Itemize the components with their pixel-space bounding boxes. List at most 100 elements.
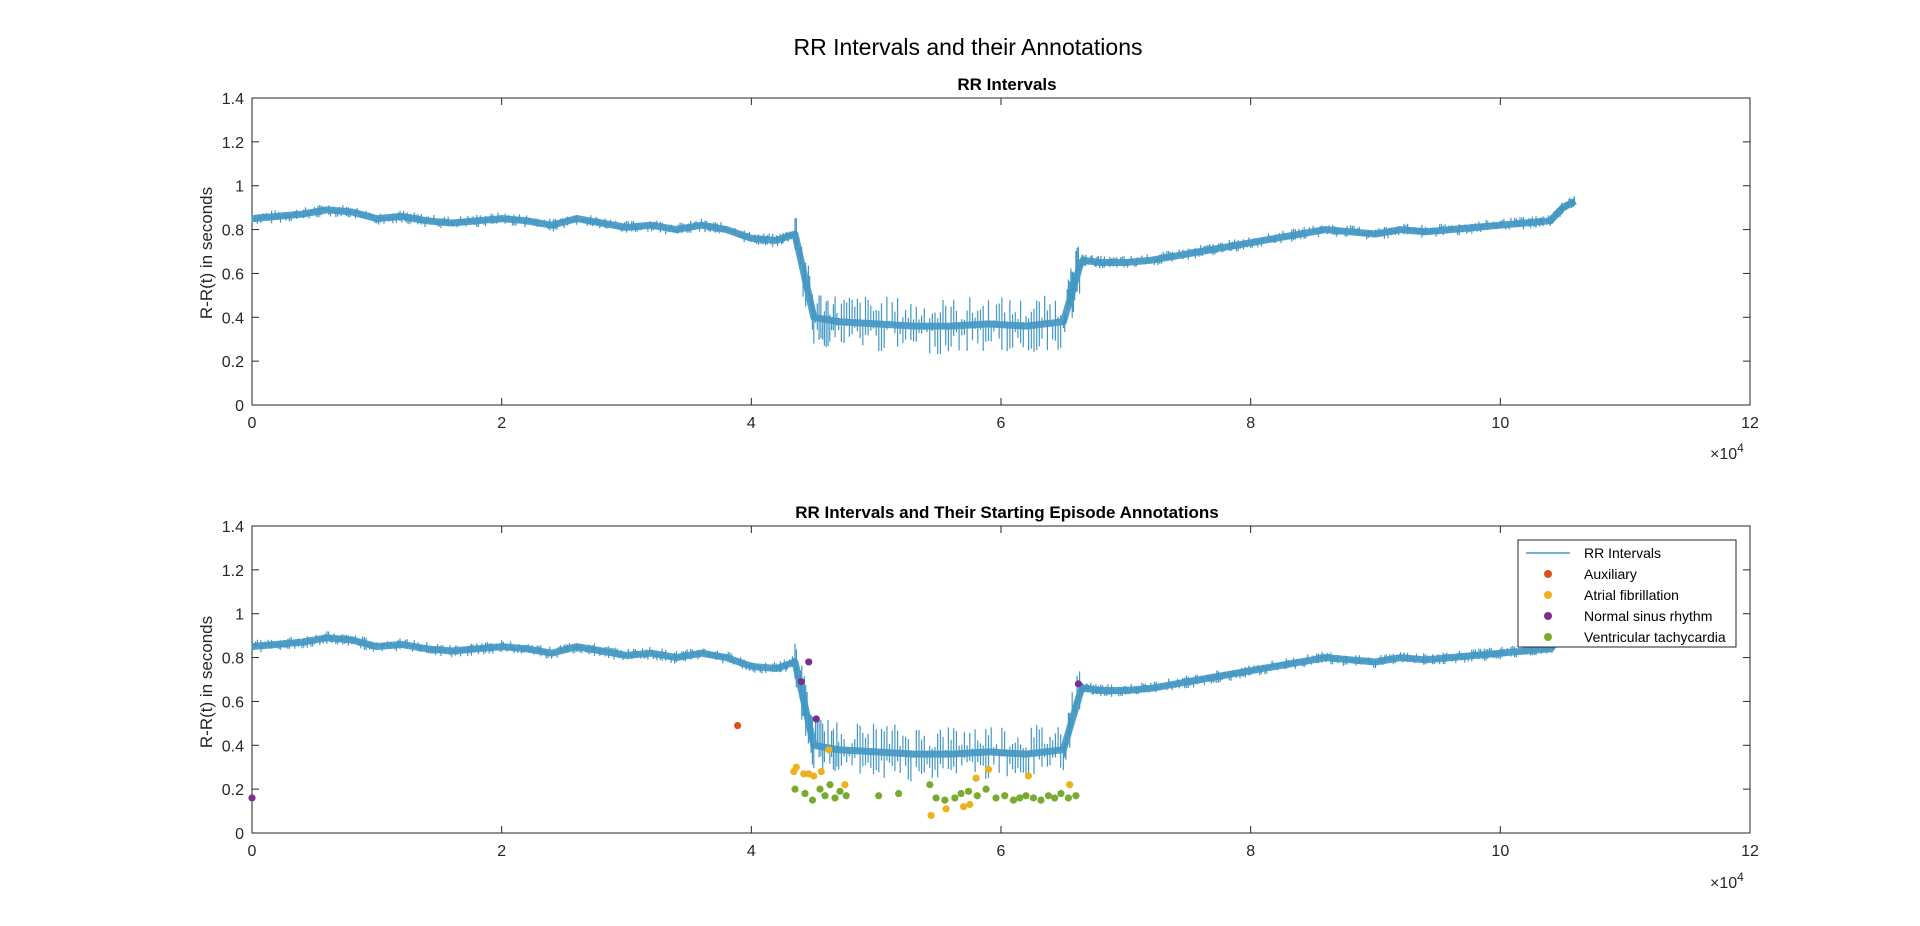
annotation-point <box>791 785 799 793</box>
annotation-point <box>1072 792 1080 800</box>
annotation-point <box>1057 789 1065 798</box>
annotation-point <box>942 805 950 813</box>
subplot-rr-annotations: RR Intervals and Their Starting Episode … <box>197 503 1759 892</box>
annotation-point <box>816 785 824 793</box>
subplot-2-x-exponent: ×104 <box>1710 870 1744 892</box>
subplot-1-ylabel: R-R(t) in seconds <box>197 187 216 319</box>
x-tick-label: 10 <box>1491 843 1509 860</box>
annotation-point <box>951 794 959 802</box>
annotation-point <box>927 811 935 820</box>
x-tick-label: 12 <box>1741 843 1759 860</box>
subplot-1-x-exponent-power: 4 <box>1737 441 1744 455</box>
legend-label: Ventricular tachycardia <box>1584 629 1726 645</box>
annotation-point <box>805 658 813 666</box>
annotation-point <box>800 770 808 778</box>
subplot-1-title: RR Intervals <box>957 75 1056 94</box>
y-tick-label: 0.4 <box>222 310 244 327</box>
y-tick-label: 0 <box>235 398 244 415</box>
annotation-point <box>1029 794 1038 802</box>
annotation-point <box>841 781 849 789</box>
legend-label: Normal sinus rhythm <box>1584 608 1712 624</box>
annotation-point <box>957 789 965 798</box>
y-tick-label: 1.2 <box>222 135 244 152</box>
subplot-1-x-exponent-base: ×10 <box>1710 446 1737 463</box>
y-tick-label: 0.6 <box>222 266 244 283</box>
legend-marker <box>1544 612 1552 620</box>
subplot-2-x-exponent-power: 4 <box>1737 870 1744 884</box>
annotation-point <box>836 787 844 795</box>
x-tick-label: 8 <box>1246 843 1255 860</box>
annotation-point <box>972 774 980 782</box>
x-tick-label: 10 <box>1491 415 1509 432</box>
x-tick-label: 6 <box>997 843 1006 860</box>
y-tick-label: 0.4 <box>222 738 244 755</box>
annotation-point <box>992 794 1000 802</box>
annotation-point <box>812 715 820 723</box>
annotation-point <box>1051 794 1059 802</box>
annotation-point <box>982 785 990 793</box>
legend-label: Auxiliary <box>1584 566 1637 582</box>
annotation-point <box>1009 796 1018 804</box>
annotation-point <box>926 781 934 789</box>
y-tick-label: 0.2 <box>222 782 244 799</box>
y-tick-label: 1 <box>235 607 244 624</box>
x-tick-label: 4 <box>747 843 756 860</box>
legend-box <box>1517 539 1737 648</box>
subplot-2-ylabel: R-R(t) in seconds <box>197 616 216 748</box>
legend-marker <box>1544 570 1552 578</box>
annotation-point <box>797 678 805 686</box>
annotation-point <box>932 794 940 802</box>
subplot-2-x-exponent-base: ×10 <box>1710 875 1737 892</box>
annotation-point <box>1016 794 1024 802</box>
y-tick-label: 0.8 <box>222 651 244 668</box>
annotation-point <box>831 794 839 802</box>
legend-label: Atrial fibrillation <box>1584 587 1679 603</box>
y-tick-label: 0.2 <box>222 354 244 371</box>
annotation-point <box>1066 781 1074 789</box>
legend-label: RR Intervals <box>1584 545 1661 561</box>
rr-interval-texture <box>251 196 1575 355</box>
annotation-point <box>801 789 809 798</box>
y-tick-label: 0 <box>235 826 244 843</box>
annotation-point <box>808 796 817 804</box>
annotation-point <box>248 794 256 802</box>
y-tick-label: 0.6 <box>222 694 244 711</box>
figure-title: RR Intervals and their Annotations <box>793 34 1142 60</box>
annotation-point <box>810 772 818 780</box>
annotation-point <box>734 721 742 730</box>
annotation-point <box>1064 794 1073 802</box>
subplot-1-plot-area: 0 2 4 6 8 10 12 0 0.2 0.4 0.6 0.8 1 1.2 1.4 <box>222 91 1759 432</box>
x-tick-label: 4 <box>747 415 756 432</box>
annotation-point <box>817 768 825 776</box>
legend: RR Intervals Auxiliary Atrial fibrillation… <box>1517 539 1737 648</box>
x-tick-label: 8 <box>1246 415 1255 432</box>
y-tick-label: 1 <box>235 179 244 196</box>
rr-interval-texture <box>251 626 1575 782</box>
y-tick-label: 1.4 <box>222 519 244 536</box>
x-tick-label: 2 <box>497 843 506 860</box>
annotation-point <box>826 781 834 789</box>
subplot-2-plot-area: 0 2 4 6 8 10 12 0 0.2 0.4 0.6 0.8 1 1.2 1.4 <box>222 519 1759 860</box>
x-tick-label: 0 <box>248 843 257 860</box>
annotation-point <box>959 803 968 811</box>
annotation-point <box>941 796 949 804</box>
annotation-point <box>875 792 883 800</box>
annotation-point <box>1037 796 1045 804</box>
legend-marker <box>1544 591 1552 599</box>
subplot-2-title: RR Intervals and Their Starting Episode … <box>795 503 1218 522</box>
subplot-rr-intervals: RR Intervals R-R(t) in seconds 0 2 4 6 8 10 12… <box>197 75 1759 463</box>
legend-marker <box>1544 633 1552 641</box>
y-tick-label: 1.4 <box>222 91 244 108</box>
x-tick-label: 12 <box>1741 415 1759 432</box>
x-tick-label: 0 <box>248 415 257 432</box>
annotation-point <box>984 765 993 774</box>
y-tick-label: 0.8 <box>222 223 244 240</box>
annotation-point <box>1074 680 1082 688</box>
x-tick-label: 2 <box>497 415 506 432</box>
annotation-point <box>825 746 833 754</box>
annotation-point <box>1024 772 1033 780</box>
annotation-point <box>964 787 973 795</box>
subplot-1-x-exponent: ×104 <box>1710 441 1744 463</box>
annotation-point <box>973 792 981 800</box>
